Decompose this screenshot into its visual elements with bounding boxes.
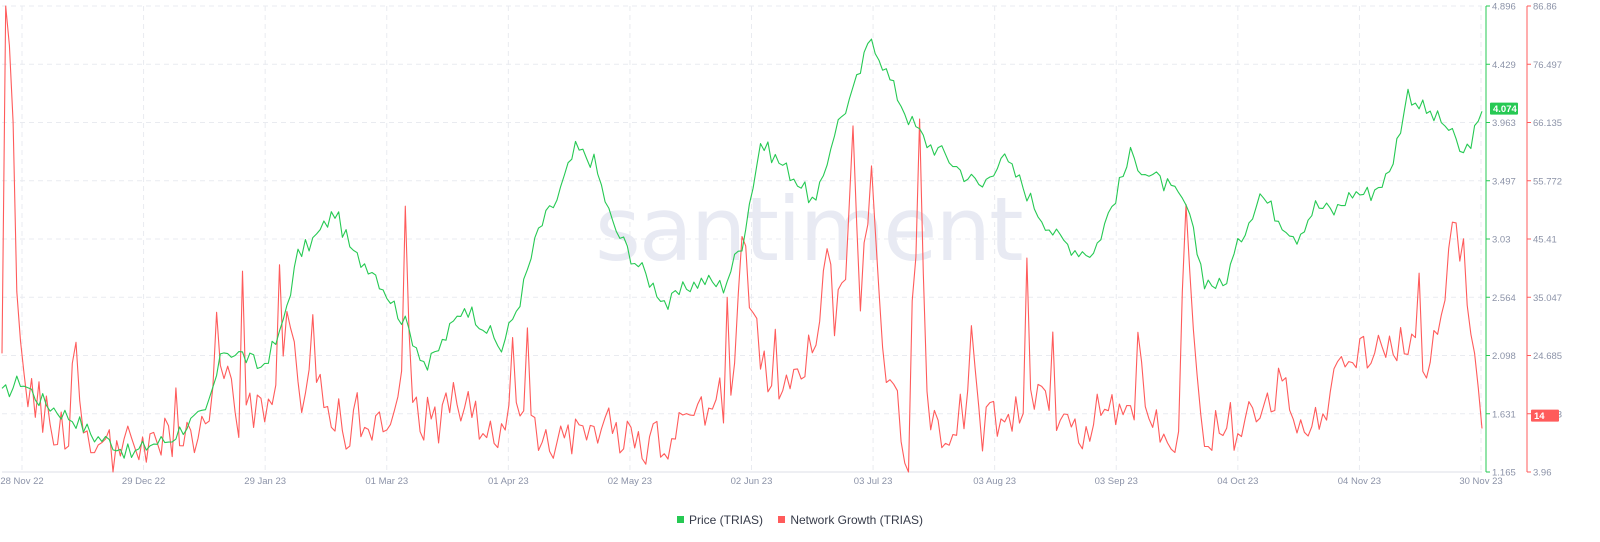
price-series (1, 38, 1483, 459)
network-current-badge (1531, 409, 1559, 422)
x-tick-label: 01 Mar 23 (365, 476, 408, 487)
x-tick-label: 28 Nov 22 (0, 476, 43, 487)
network-tick-label: 3.96 (1533, 468, 1552, 479)
price-tick-label: 1.631 (1492, 409, 1516, 420)
network-axis: 86.86 76.497 66.135 55.772 45.41 35.047 24.685… (1526, 2, 1562, 479)
price-tick-label: 3.03 (1492, 235, 1511, 246)
legend-label-network: Network Growth (TRIAS) (790, 512, 924, 527)
network-swatch (778, 516, 786, 523)
price-tick-label: 3.963 (1492, 118, 1516, 129)
network-tick-label: 76.497 (1533, 60, 1562, 71)
network-tick-label: 35.047 (1533, 293, 1562, 304)
x-tick-label: 30 Nov 23 (1459, 476, 1502, 487)
x-tick-label: 02 Jun 23 (731, 476, 773, 487)
network-growth-line (1, 5, 1483, 473)
price-tick-label: 2.564 (1492, 293, 1516, 304)
price-tick-label: 4.896 (1492, 2, 1516, 13)
price-tick-label: 3.497 (1492, 176, 1516, 187)
price-axis: 4.896 4.429 3.963 3.497 3.03 2.564 2.098 1.631 1… (1485, 2, 1518, 479)
price-current-badge-text: 4.074 (1493, 104, 1517, 115)
legend-item-network[interactable]: Network Growth (TRIAS) (778, 513, 923, 527)
x-tick-label: 03 Jul 23 (854, 476, 893, 487)
price-tick-label: 2.098 (1492, 351, 1516, 362)
price-swatch (676, 516, 684, 523)
legend: Price (TRIAS) Network Growth (TRIAS) (0, 512, 1600, 527)
network-tick-label: 24.685 (1533, 351, 1562, 362)
network-tick-label: 45.41 (1533, 235, 1557, 246)
network-growth-series (1, 5, 1483, 473)
network-tick-label: 86.86 (1533, 2, 1557, 13)
price-tick-label: 1.165 (1492, 468, 1516, 479)
watermark: santiment (595, 178, 1022, 281)
x-tick-label: 01 Apr 23 (488, 476, 529, 487)
x-tick-label: 29 Dec 22 (122, 476, 165, 487)
x-tick-label: 29 Jan 23 (244, 476, 286, 487)
network-tick-label: 55.772 (1533, 176, 1562, 187)
price-tick-label: 4.429 (1492, 60, 1516, 71)
x-tick-label: 03 Sep 23 (1095, 476, 1138, 487)
price-current-badge (1490, 102, 1518, 115)
price-line (1, 38, 1483, 459)
x-tick-label: 02 May 23 (608, 476, 652, 487)
network-current-badge-text: 14 (1534, 411, 1545, 422)
x-tick-label: 03 Aug 23 (973, 476, 1016, 487)
legend-label-price: Price (TRIAS) (688, 512, 763, 527)
x-tick-label: 04 Nov 23 (1338, 476, 1381, 487)
x-tick-label: 04 Oct 23 (1217, 476, 1258, 487)
network-tick-label: 66.135 (1533, 118, 1562, 129)
legend-item-price[interactable]: Price (TRIAS) (676, 512, 763, 527)
date-axis: 28 Nov 22 29 Dec 22 29 Jan 23 01 Mar 23 01 A… (0, 476, 1502, 487)
